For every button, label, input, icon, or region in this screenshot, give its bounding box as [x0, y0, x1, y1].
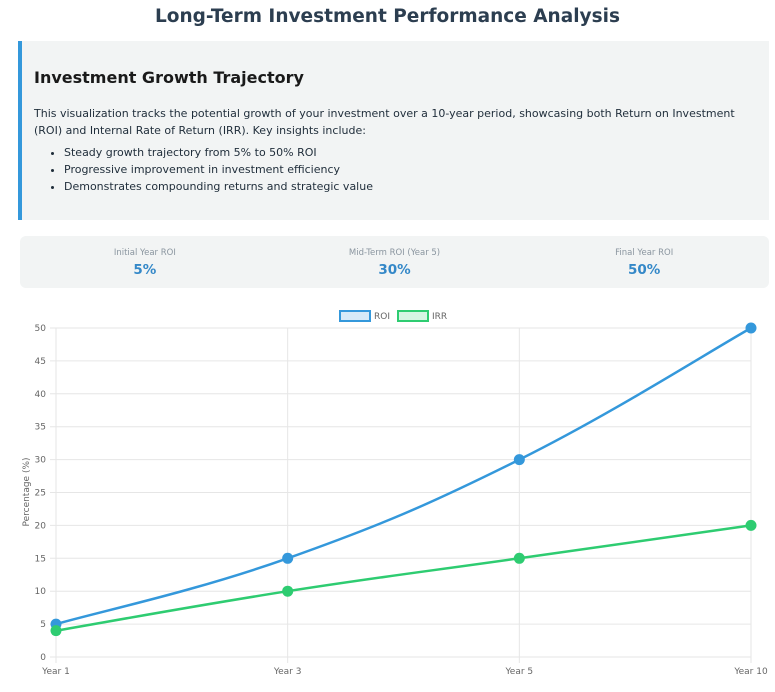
stat-initial-roi: Initial Year ROI 5%: [20, 236, 270, 288]
data-point-irr: [745, 519, 757, 531]
y-tick-label: 25: [35, 489, 46, 499]
y-tick-label: 35: [35, 423, 46, 433]
series-line-irr: [55, 524, 752, 632]
y-tick-label: 40: [35, 390, 47, 400]
data-point-irr: [513, 552, 525, 564]
legend-swatch: [339, 310, 371, 322]
y-axis-title: Percentage (%): [22, 457, 32, 526]
x-tick-label: Year 5: [505, 667, 534, 677]
stats-panel: Initial Year ROI 5% Mid-Term ROI (Year 5…: [20, 236, 769, 288]
stat-final-roi: Final Year ROI 50%: [519, 236, 769, 288]
y-tick-label: 20: [35, 521, 47, 531]
legend-item-irr[interactable]: IRR: [397, 310, 447, 322]
y-tick-label: 45: [35, 357, 46, 367]
stat-value: 5%: [133, 262, 157, 278]
y-tick-label: 10: [35, 587, 47, 597]
data-point-irr: [50, 625, 62, 637]
y-tick-label: 0: [40, 653, 46, 663]
series-line-roi: [55, 326, 752, 626]
legend[interactable]: ROI IRR: [339, 310, 447, 322]
y-tick-label: 30: [35, 456, 47, 466]
grid: 0 5 10 15 20 25 30 35 40 45 50 Year 1 Year 3 Year 5 Ye…: [35, 324, 768, 677]
y-tick-label: 15: [35, 554, 46, 564]
info-description: This visualization tracks the potential …: [34, 107, 735, 137]
stat-label: Mid-Term ROI (Year 5): [348, 248, 441, 258]
x-tick-label: Year 1: [41, 667, 70, 677]
data-point-irr: [282, 585, 294, 597]
legend-swatch: [397, 310, 429, 322]
x-tick-label: Year 10: [733, 667, 768, 677]
page-title: Long-Term Investment Performance Analysi…: [155, 6, 620, 27]
legend-label: ROI: [374, 312, 390, 322]
legend-item-roi[interactable]: ROI: [339, 310, 390, 322]
data-point-roi: [282, 552, 294, 564]
stat-label: Initial Year ROI: [113, 248, 176, 258]
y-tick-label: 5: [40, 620, 46, 630]
insight-item: Demonstrates compounding returns and str…: [64, 178, 757, 195]
info-title: Investment Growth Trajectory: [34, 68, 304, 87]
insights-list: Steady growth trajectory from 5% to 50% …: [34, 144, 757, 195]
stat-label: Final Year ROI: [615, 248, 674, 258]
x-tick-label: Year 3: [273, 667, 302, 677]
info-card: Investment Growth Trajectory This visual…: [18, 41, 769, 220]
data-point-roi: [745, 322, 757, 334]
legend-label: IRR: [432, 312, 447, 322]
stat-value: 50%: [628, 262, 661, 278]
data-point-roi: [513, 454, 525, 466]
stat-midterm-roi: Mid-Term ROI (Year 5) 30%: [270, 236, 520, 288]
series-layer: [50, 322, 757, 637]
stat-value: 30%: [378, 262, 411, 278]
insight-item: Steady growth trajectory from 5% to 50% …: [64, 144, 757, 161]
line-chart: 0 5 10 15 20 25 30 35 40 45 50 Year 1 Year 3 Year 5 Ye…: [22, 310, 768, 677]
y-tick-label: 50: [35, 324, 47, 334]
insight-item: Progressive improvement in investment ef…: [64, 161, 757, 178]
